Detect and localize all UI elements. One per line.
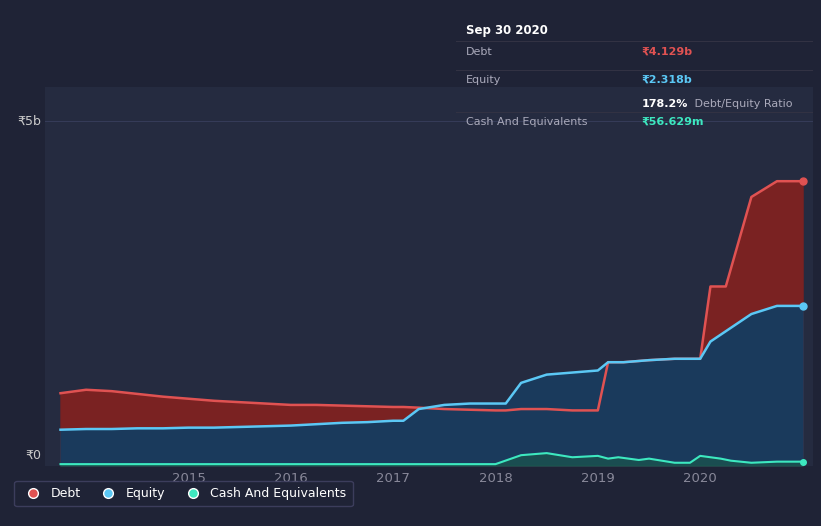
Text: ₹2.318b: ₹2.318b — [641, 75, 692, 85]
Legend: Debt, Equity, Cash And Equivalents: Debt, Equity, Cash And Equivalents — [15, 481, 353, 506]
Text: 178.2%: 178.2% — [641, 98, 688, 108]
Text: ₹4.129b: ₹4.129b — [641, 47, 692, 57]
Text: Equity: Equity — [466, 75, 502, 85]
Text: Sep 30 2020: Sep 30 2020 — [466, 24, 548, 37]
Text: Debt/Equity Ratio: Debt/Equity Ratio — [691, 98, 793, 108]
Text: Cash And Equivalents: Cash And Equivalents — [466, 117, 588, 127]
Text: ₹56.629m: ₹56.629m — [641, 117, 704, 127]
Text: ₹5b: ₹5b — [17, 115, 41, 128]
Text: Debt: Debt — [466, 47, 493, 57]
Text: ₹0: ₹0 — [25, 449, 41, 462]
